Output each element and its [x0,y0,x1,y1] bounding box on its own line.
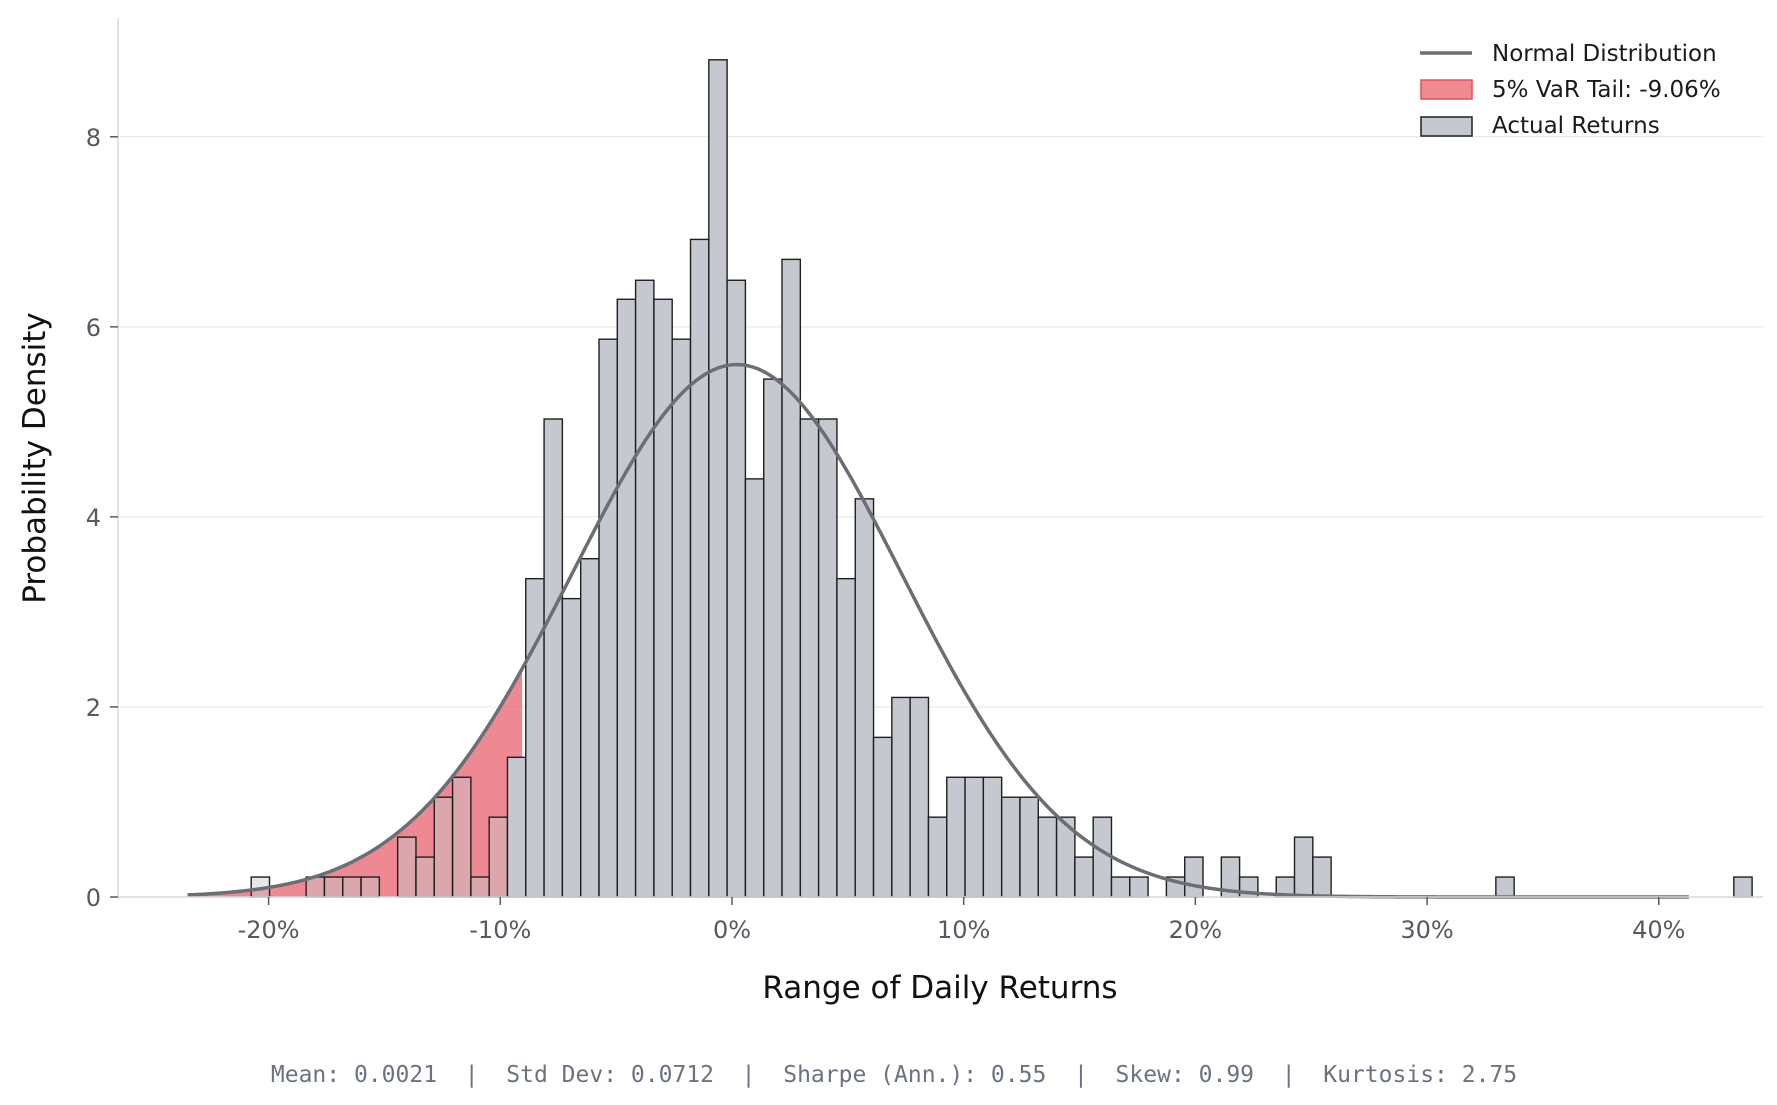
y-tick-label: 6 [86,314,101,342]
x-axis-title: Range of Daily Returns [762,970,1117,1006]
var-tail-area [187,668,523,897]
histogram-bar [470,876,490,898]
x-tick-label: -20% [238,916,300,944]
histogram-bar [854,498,875,898]
histogram-bar [781,258,802,898]
histogram-bar [671,338,692,898]
histogram-bar [561,597,582,898]
x-tick-label: 20% [1169,916,1222,944]
histogram-bar [1110,876,1131,898]
histogram-bar [689,238,710,898]
histogram-bar [817,418,838,898]
grid-lines [118,136,1763,708]
histogram-bar [927,816,948,898]
histogram-bar [726,279,747,898]
y-ticks: 0 2 4 6 8 [86,124,118,912]
histogram-bar [1037,816,1058,898]
histogram-bar [1183,856,1204,898]
x-tick-label: 40% [1632,916,1685,944]
histogram-bar [708,59,728,898]
histogram-bar [360,876,381,898]
histogram-bar [1129,876,1149,898]
summary-statistics: Mean: 0.0021 | Std Dev: 0.0712 | Sharpe … [271,1062,1517,1088]
y-tick-label: 0 [86,884,101,912]
histogram-bar [525,577,545,898]
histogram-bar [1092,816,1113,898]
histogram-bar [488,816,509,898]
histogram-bar [909,696,930,898]
y-tick-label: 4 [86,504,101,532]
x-tick-label: 30% [1400,916,1453,944]
histogram-bar [433,796,454,898]
y-tick-label: 2 [86,694,101,722]
histogram-bar [634,279,655,898]
legend-label-returns: Actual Returns [1492,113,1660,139]
histogram-bar [1312,856,1332,898]
legend-label-var: 5% VaR Tail: -9.06% [1492,77,1721,103]
histogram-bar [616,298,637,898]
x-tick-label: 0% [713,916,751,944]
histogram-bar [763,378,783,898]
legend: Normal Distribution 5% VaR Tail: -9.06% … [1420,41,1721,139]
histogram-bar [1733,876,1753,898]
histogram-bar [1074,856,1094,898]
legend-label-normal: Normal Distribution [1492,41,1717,67]
histogram-bar [451,776,472,898]
histogram-bar [1293,836,1314,898]
histogram-bar [1495,876,1515,898]
y-axis-title: Probability Density [17,312,53,604]
var-tail-fill [187,668,523,897]
histogram-bar [543,418,564,898]
histogram-bar [836,577,856,898]
x-tick-label: 10% [937,916,990,944]
histogram-bar [799,418,820,898]
legend-returns-swatch [1420,116,1473,137]
histogram-bar [982,776,1003,898]
histogram-bar [653,298,673,898]
histogram-bar [323,876,344,898]
x-ticks: -20% -10% 0% 10% 20% 30% 40% [238,897,1685,944]
histogram-bar [598,338,618,898]
histogram-bar [396,836,417,898]
histogram-bar [415,856,435,898]
histogram-bars [250,59,1753,898]
histogram-bar [506,756,527,898]
legend-var-swatch [1420,79,1473,100]
histogram-bar [1019,796,1039,898]
histogram-bar [946,776,966,898]
histogram-bar [342,876,362,898]
histogram-bar [744,478,765,898]
histogram-bar [1000,796,1021,898]
x-tick-label: -10% [469,916,531,944]
histogram-bar [891,696,911,898]
axes [117,18,1763,898]
histogram-bar [579,558,600,898]
y-tick-label: 8 [86,124,101,152]
histogram-bar [872,736,893,898]
histogram-bar [964,776,985,898]
